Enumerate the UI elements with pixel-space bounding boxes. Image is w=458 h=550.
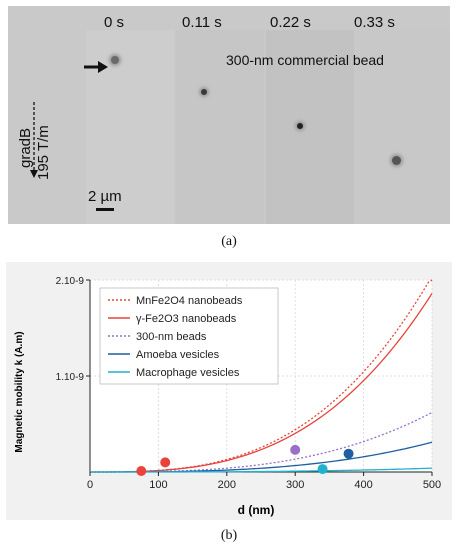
y-tick-label: 1.10-9 [56,372,85,383]
time-label-1: 0.11 s [182,14,222,31]
series-line-4 [90,467,433,473]
legend-label-1: γ-Fe2O3 nanobeads [136,313,237,325]
time-label-2: 0.22 s [270,14,311,31]
caption-a: (a) [221,234,237,249]
mobility-chart-panel: 0 100 200 300 400 500 1.10-9 2.10-9 MnFe2O4 nan… [6,262,452,520]
bead-022s [297,123,303,129]
bead-033s [392,156,401,165]
bead-label: 300-nm commercial bead [226,52,384,68]
gradient-label: gradB 195 T/m [17,102,52,180]
gradient-value: 195 T/m [35,125,52,180]
arrow-right-icon [84,61,108,73]
gradient-name: gradB [17,128,34,168]
series-point-4 [317,464,328,475]
x-tick-label: 400 [354,479,372,491]
microscopy-panel: 0 s 0.11 s 0.22 s 0.33 s 300-nm commerci… [8,6,450,224]
bead-011s [201,89,207,95]
time-label-0: 0 s [104,14,125,31]
legend-label-4: Macrophage vesicles [136,367,240,379]
time-label-3: 0.33 s [354,14,395,31]
x-tick-label: 100 [149,479,167,491]
frame-2 [176,30,264,224]
x-axis-label: d (nm) [238,503,275,517]
y-tick-label: 2.10-9 [56,276,85,287]
legend-label-3: Amoeba vesicles [136,349,220,361]
scale-bar [96,208,114,211]
x-tick-label: 500 [423,479,441,491]
series-point-3 [343,448,354,459]
legend-label-0: MnFe2O4 nanobeads [136,295,243,307]
x-tick-label: 200 [218,479,236,491]
mobility-chart: 0 100 200 300 400 500 1.10-9 2.10-9 MnFe2O4 nan… [14,276,441,517]
frame-1 [86,30,174,224]
x-tick-label: 0 [87,479,93,491]
bead-0s [111,56,119,64]
series-point-2 [290,444,301,455]
frame-4 [356,30,450,224]
frame-3 [266,30,354,224]
caption-b: (b) [220,528,238,543]
legend-label-2: 300-nm beads [136,331,207,343]
y-axis-label: Magnetic mobility k (A.m) [14,331,25,452]
series-point-0 [136,466,147,476]
series-point-1 [160,457,171,468]
x-tick-label: 300 [286,479,304,491]
scale-label: 2 µm [88,188,122,205]
